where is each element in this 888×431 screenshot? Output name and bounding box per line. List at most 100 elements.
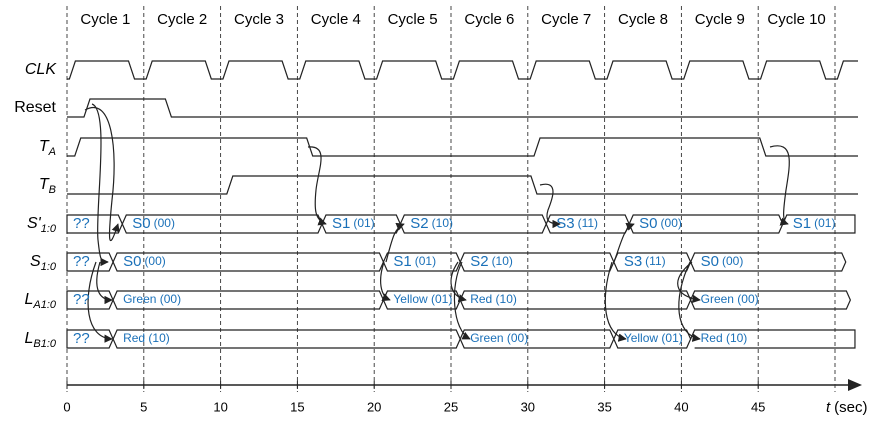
state-code: (01) bbox=[415, 254, 436, 268]
bus-value: S0 (00) bbox=[123, 253, 166, 270]
signal-name-sub: A bbox=[48, 146, 56, 158]
bus-value: Yellow (01) bbox=[393, 292, 452, 306]
light-value: Green (00) bbox=[701, 292, 759, 306]
ta-wave bbox=[67, 137, 858, 157]
state: S1 bbox=[393, 253, 411, 270]
state: ?? bbox=[73, 330, 90, 347]
signal-name-main: S' bbox=[27, 215, 42, 232]
tick-label: 15 bbox=[290, 399, 304, 414]
bus-segment bbox=[66, 252, 114, 272]
axis-variable: t bbox=[826, 399, 831, 416]
signal-name: TA bbox=[39, 138, 56, 158]
bus-value: S0 (00) bbox=[701, 253, 744, 270]
state: S3 bbox=[556, 215, 574, 232]
bus-segment bbox=[782, 214, 856, 234]
state: S0 bbox=[701, 253, 719, 270]
state: S1 bbox=[332, 215, 350, 232]
bus-value: Green (00) bbox=[470, 331, 528, 345]
cycle-label: Cycle 4 bbox=[311, 11, 361, 28]
signal-name-sub: B bbox=[49, 184, 56, 196]
signal-name-main: Reset bbox=[14, 99, 56, 116]
state: S0 bbox=[123, 253, 141, 270]
signal-name-sub: B1:0 bbox=[33, 338, 57, 350]
bus-value: Red (10) bbox=[123, 331, 170, 345]
tick-label: 35 bbox=[597, 399, 611, 414]
state: S3 bbox=[624, 253, 642, 270]
bus-value: ?? bbox=[73, 330, 90, 347]
light-value: Yellow (01) bbox=[393, 292, 452, 306]
axis-arrow bbox=[848, 379, 862, 391]
signal-name: CLK bbox=[25, 61, 57, 78]
cycle-label: Cycle 8 bbox=[618, 11, 668, 28]
bus-segment bbox=[121, 214, 323, 234]
state: S2 bbox=[410, 215, 428, 232]
tb-wave bbox=[67, 175, 858, 195]
tick-label: 10 bbox=[213, 399, 227, 414]
arrow bbox=[91, 103, 109, 267]
bus-segment bbox=[690, 329, 856, 349]
tick-label: 5 bbox=[140, 399, 147, 414]
signal-name-main: T bbox=[39, 176, 50, 193]
light-value: Red (10) bbox=[701, 331, 748, 345]
light-value: Red (10) bbox=[123, 331, 170, 345]
state-code: (01) bbox=[353, 216, 374, 230]
state: S2 bbox=[470, 253, 488, 270]
signal-name: LB1:0 bbox=[24, 330, 56, 350]
signal-name-sub: A1:0 bbox=[32, 299, 57, 311]
signal-name: S1:0 bbox=[30, 253, 57, 273]
arrow bbox=[450, 261, 467, 303]
signal-name: S'1:0 bbox=[27, 215, 57, 235]
light-value: Green (00) bbox=[123, 292, 181, 306]
bus-value: S1 (01) bbox=[793, 215, 836, 232]
light-value: Red (10) bbox=[470, 292, 517, 306]
arrow bbox=[87, 261, 113, 343]
tick-label: 25 bbox=[444, 399, 458, 414]
signal-name-main: S bbox=[30, 253, 41, 270]
bus-value: Green (00) bbox=[701, 292, 759, 306]
bus-value: Red (10) bbox=[470, 292, 517, 306]
cycle-label: Cycle 6 bbox=[464, 11, 514, 28]
state-code: (11) bbox=[578, 216, 598, 230]
bus-value: Red (10) bbox=[701, 331, 748, 345]
axis-unit: (sec) bbox=[834, 399, 867, 416]
arrow bbox=[539, 183, 561, 229]
bus-value: Green (00) bbox=[123, 292, 181, 306]
bus-value: ?? bbox=[73, 291, 90, 308]
signal-name-sub: 1:0 bbox=[41, 223, 57, 235]
signal-name: TB bbox=[39, 176, 56, 196]
bus-segment bbox=[66, 329, 114, 349]
cycle-label: Cycle 2 bbox=[157, 11, 207, 28]
state: S0 bbox=[132, 215, 150, 232]
bus-segment bbox=[689, 252, 847, 272]
arrow bbox=[380, 261, 391, 302]
state-code: (00) bbox=[144, 254, 165, 268]
arrow bbox=[678, 261, 701, 342]
bus-value: S2 (10) bbox=[410, 215, 453, 232]
axis-label: t (sec) bbox=[826, 399, 868, 416]
light-value: Green (00) bbox=[470, 331, 528, 345]
state: S0 bbox=[639, 215, 657, 232]
tick-label: 20 bbox=[367, 399, 381, 414]
tick-label: 40 bbox=[674, 399, 688, 414]
cycle-label: Cycle 7 bbox=[541, 11, 591, 28]
state: ?? bbox=[73, 215, 90, 232]
cycle-label: Cycle 5 bbox=[388, 11, 438, 28]
signal-name-sub: 1:0 bbox=[41, 261, 57, 273]
tick-label: 45 bbox=[751, 399, 765, 414]
arrow bbox=[84, 107, 120, 242]
state-code: (10) bbox=[492, 254, 513, 268]
bus-value: S1 (01) bbox=[393, 253, 436, 270]
bus-value: S3 (11) bbox=[624, 253, 666, 270]
signal-name-main: T bbox=[39, 138, 50, 155]
state-code: (10) bbox=[432, 216, 453, 230]
arrow bbox=[96, 261, 113, 305]
cycle-label: Cycle 3 bbox=[234, 11, 284, 28]
bus-value: ?? bbox=[73, 215, 90, 232]
bus-value: Yellow (01) bbox=[624, 331, 683, 345]
bus-segment bbox=[689, 290, 852, 310]
signal-name-main: L bbox=[24, 330, 33, 347]
state-code: (00) bbox=[154, 216, 175, 230]
cycle-label: Cycle 1 bbox=[80, 11, 130, 28]
bus-value: S2 (10) bbox=[470, 253, 513, 270]
